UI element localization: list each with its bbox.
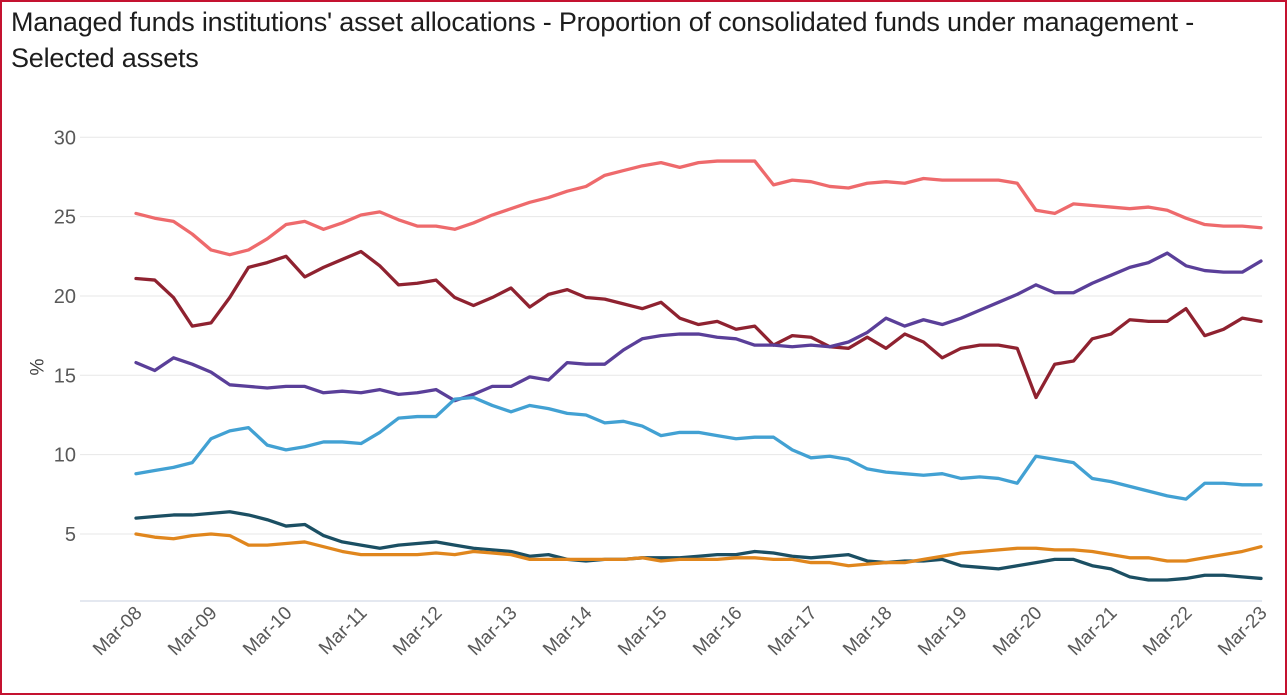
x-tick-label: Mar-18 bbox=[839, 603, 896, 660]
y-tick-label: 25 bbox=[54, 207, 76, 229]
line-series-dark-red bbox=[134, 249, 1263, 400]
x-tick-label: Mar-15 bbox=[614, 603, 671, 660]
line-series-purple bbox=[134, 251, 1263, 403]
x-tick-label: Mar-16 bbox=[689, 603, 746, 660]
x-tick-label: Mar-12 bbox=[389, 603, 446, 660]
chart-title: Managed funds institutions' asset alloca… bbox=[11, 7, 1195, 73]
x-tick-label: Mar-11 bbox=[315, 603, 371, 659]
y-tick-label: 15 bbox=[54, 365, 76, 387]
x-tick-label: Mar-21 bbox=[1064, 603, 1121, 660]
x-tick-label: Mar-22 bbox=[1139, 603, 1196, 660]
x-tick-label: Mar-20 bbox=[989, 603, 1046, 660]
y-axis-title: % bbox=[27, 358, 49, 376]
x-tick-label: Mar-23 bbox=[1214, 603, 1271, 660]
line-series-coral bbox=[134, 159, 1263, 257]
x-tick-label: Mar-19 bbox=[914, 603, 971, 660]
x-tick-label: Mar-10 bbox=[239, 603, 296, 660]
line-series-dark-teal bbox=[134, 510, 1263, 582]
y-tick-label: 5 bbox=[65, 524, 76, 546]
x-tick-label: Mar-14 bbox=[539, 602, 597, 660]
x-tick-label: Mar-17 bbox=[764, 603, 821, 660]
x-tick-label: Mar-08 bbox=[89, 603, 146, 660]
x-tick-label: Mar-13 bbox=[464, 603, 521, 660]
y-tick-label: 30 bbox=[54, 127, 76, 149]
line-series-orange bbox=[134, 532, 1263, 568]
line-series-light-blue bbox=[134, 395, 1263, 501]
x-tick-label: Mar-09 bbox=[164, 603, 221, 660]
y-tick-label: 10 bbox=[54, 445, 76, 467]
y-tick-label: 20 bbox=[54, 286, 76, 308]
